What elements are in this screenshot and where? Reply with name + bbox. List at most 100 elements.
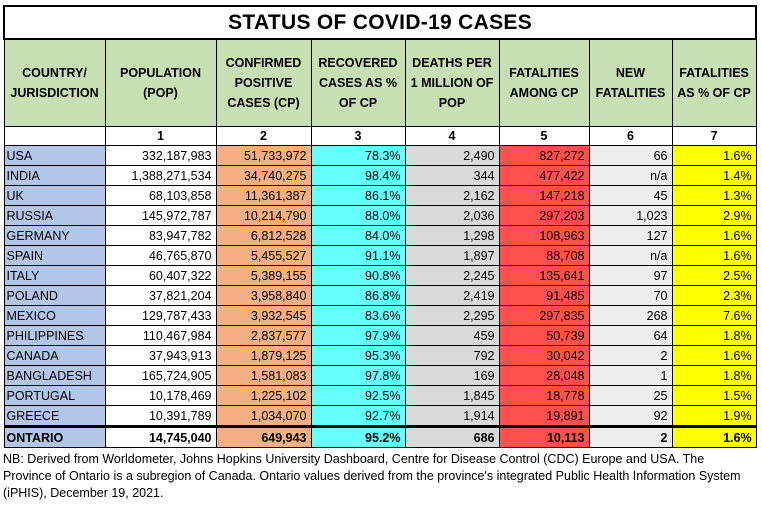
deaths-per-million-cell: 1,298 — [404, 225, 500, 246]
table-row: GREECE 10,391,789 1,034,070 92.7% 1,914 19,89… — [3, 405, 757, 427]
table-row: POLAND 37,821,204 3,958,840 86.8% 2,419 91,48… — [3, 285, 757, 306]
recovered-cell: 78.3% — [310, 145, 406, 166]
country-cell: ITALY — [3, 265, 106, 286]
country-cell: GREECE — [3, 405, 106, 427]
table-row: RUSSIA 145,972,787 10,214,790 88.0% 2,036 297… — [3, 205, 757, 226]
population-cell: 165,724,905 — [104, 365, 217, 386]
country-cell: POLAND — [3, 285, 106, 306]
country-cell: PORTUGAL — [3, 385, 106, 406]
fatalities-cell: 477,422 — [498, 165, 590, 186]
footnote: NB: Derived from Worldometer, Johns Hopk… — [3, 452, 741, 500]
deaths-per-million-cell: 2,490 — [404, 145, 500, 166]
fatality-rate-cell: 7.6% — [671, 305, 757, 326]
new-fatalities-cell: 45 — [588, 185, 673, 206]
deaths-per-million-cell: 1,845 — [404, 385, 500, 406]
fatalities-cell: 147,218 — [498, 185, 590, 206]
fatality-rate-cell: 2.5% — [671, 265, 757, 286]
confirmed-cell: 51,733,972 — [215, 145, 312, 166]
country-cell: PHILIPPINES — [3, 325, 106, 346]
country-cell: UK — [3, 185, 106, 206]
new-fatalities-cell: 70 — [588, 285, 673, 306]
population-cell: 83,947,782 — [104, 225, 217, 246]
table-row: INDIA 1,388,271,534 34,740,275 98.4% 344 477,… — [3, 165, 757, 186]
new-fatalities-cell: 66 — [588, 145, 673, 166]
population-cell: 129,787,433 — [104, 305, 217, 326]
deaths-per-million-cell: 2,162 — [404, 185, 500, 206]
country-cell: USA — [3, 145, 106, 166]
country-cell: ONTARIO — [3, 425, 106, 448]
population-cell: 145,972,787 — [104, 205, 217, 226]
deaths-per-million-cell: 792 — [404, 345, 500, 366]
country-cell: CANADA — [3, 345, 106, 366]
header-population: POPULATION (POP) — [104, 38, 217, 127]
population-cell: 10,178,469 — [104, 385, 217, 406]
recovered-cell: 84.0% — [310, 225, 406, 246]
population-cell: 10,391,789 — [104, 405, 217, 427]
fatalities-cell: 827,272 — [498, 145, 590, 166]
deaths-per-million-cell: 344 — [404, 165, 500, 186]
population-cell: 1,388,271,534 — [104, 165, 217, 186]
new-fatalities-cell: 25 — [588, 385, 673, 406]
new-fatalities-cell: 1,023 — [588, 205, 673, 226]
fatality-rate-cell: 1.4% — [671, 165, 757, 186]
header-row: COUNTRY/ JURISDICTION POPULATION (POP) C… — [3, 38, 757, 127]
new-fatalities-cell: 2 — [588, 345, 673, 366]
header-deaths-per-million: DEATHS PER 1 MILLION OF POP — [404, 38, 500, 127]
header-confirmed: CONFIRMED POSITIVE CASES (CP) — [215, 38, 312, 127]
fatality-rate-cell: 1.6% — [671, 425, 757, 448]
table-row: SPAIN 46,765,870 5,455,527 91.1% 1,897 88,708… — [3, 245, 757, 266]
table-row: PHILIPPINES 110,467,984 2,837,577 97.9% 459 5… — [3, 325, 757, 346]
fatality-rate-cell: 2.3% — [671, 285, 757, 306]
deaths-per-million-cell: 2,295 — [404, 305, 500, 326]
country-cell: RUSSIA — [3, 205, 106, 226]
column-number: 2 — [215, 126, 312, 146]
table-row: MEXICO 129,787,433 3,932,545 83.6% 2,295 297,… — [3, 305, 757, 326]
confirmed-cell: 3,932,545 — [215, 305, 312, 326]
confirmed-cell: 1,225,102 — [215, 385, 312, 406]
deaths-per-million-cell: 1,914 — [404, 405, 500, 427]
new-fatalities-cell: 64 — [588, 325, 673, 346]
total-row: ONTARIO 14,745,040 649,943 95.2% 686 10,113 2 1… — [3, 425, 757, 448]
table-row: GERMANY 83,947,782 6,812,528 84.0% 1,298 108,… — [3, 225, 757, 246]
recovered-cell: 92.5% — [310, 385, 406, 406]
table-body: USA 332,187,983 51,733,972 78.3% 2,490 827,27… — [3, 145, 757, 448]
new-fatalities-cell: 92 — [588, 405, 673, 427]
column-number: 1 — [104, 126, 217, 146]
fatalities-cell: 135,641 — [498, 265, 590, 286]
confirmed-cell: 1,581,083 — [215, 365, 312, 386]
table-row: BANGLADESH 165,724,905 1,581,083 97.8% 169 28… — [3, 365, 757, 386]
country-cell: GERMANY — [3, 225, 106, 246]
fatalities-cell: 50,739 — [498, 325, 590, 346]
table-row: ITALY 60,407,322 5,389,155 90.8% 2,245 135,64… — [3, 265, 757, 286]
covid-table: STATUS OF COVID-19 CASES COUNTRY/ JURISD… — [2, 5, 758, 448]
new-fatalities-cell: 268 — [588, 305, 673, 326]
population-cell: 46,765,870 — [104, 245, 217, 266]
table-row: USA 332,187,983 51,733,972 78.3% 2,490 827,27… — [3, 145, 757, 166]
fatality-rate-cell: 1.6% — [671, 225, 757, 246]
recovered-cell: 92.7% — [310, 405, 406, 427]
population-cell: 110,467,984 — [104, 325, 217, 346]
recovered-cell: 95.2% — [310, 425, 406, 448]
fatality-rate-cell: 1.8% — [671, 325, 757, 346]
confirmed-cell: 11,361,387 — [215, 185, 312, 206]
deaths-per-million-cell: 2,036 — [404, 205, 500, 226]
column-number: 3 — [310, 126, 406, 146]
confirmed-cell: 5,455,527 — [215, 245, 312, 266]
fatalities-cell: 108,963 — [498, 225, 590, 246]
deaths-per-million-cell: 686 — [404, 425, 500, 448]
column-number: 6 — [588, 126, 673, 146]
country-cell: SPAIN — [3, 245, 106, 266]
confirmed-cell: 6,812,528 — [215, 225, 312, 246]
recovered-cell: 91.1% — [310, 245, 406, 266]
page-title: STATUS OF COVID-19 CASES — [2, 5, 758, 40]
fatalities-cell: 18,778 — [498, 385, 590, 406]
confirmed-cell: 1,034,070 — [215, 405, 312, 427]
table-row: CANADA 37,943,913 1,879,125 95.3% 792 30,042 2… — [3, 345, 757, 366]
fatalities-cell: 91,485 — [498, 285, 590, 306]
header-country: COUNTRY/ JURISDICTION — [3, 38, 106, 127]
fatalities-cell: 297,203 — [498, 205, 590, 226]
column-number-row: 1 2 3 4 5 6 7 — [3, 126, 757, 146]
fatality-rate-cell: 1.9% — [671, 405, 757, 427]
recovered-cell: 97.8% — [310, 365, 406, 386]
population-cell: 37,821,204 — [104, 285, 217, 306]
